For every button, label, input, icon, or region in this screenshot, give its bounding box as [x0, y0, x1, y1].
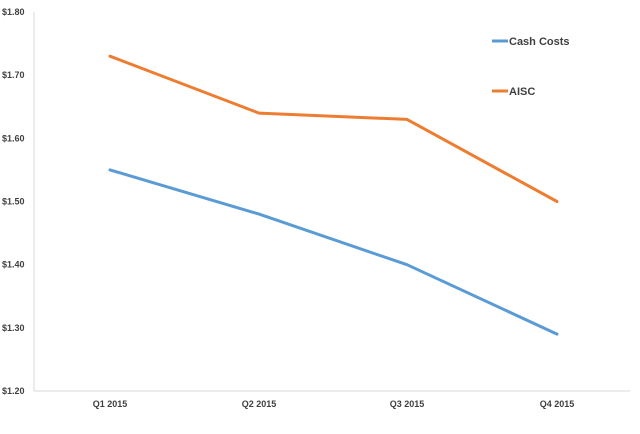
- series-line-cash-costs: [108, 168, 559, 336]
- legend-label: AISC: [509, 86, 535, 98]
- y-tick-label: $1.60: [2, 133, 25, 143]
- y-tick-label: $1.50: [2, 197, 25, 207]
- y-tick-label: $1.30: [2, 323, 25, 333]
- x-tick-label: Q3 2015: [390, 399, 425, 409]
- y-tick-label: $1.80: [2, 7, 25, 17]
- series-lines: [108, 54, 559, 336]
- axes: [33, 12, 630, 392]
- x-tick-label: Q1 2015: [93, 399, 128, 409]
- x-tick-labels: Q1 2015 Q2 2015 Q3 2015 Q4 2015: [93, 399, 575, 409]
- x-tick-label: Q2 2015: [242, 399, 277, 409]
- legend: Cash Costs AISC: [492, 36, 570, 98]
- legend-label: Cash Costs: [509, 36, 570, 48]
- x-tick-label: Q4 2015: [540, 399, 575, 409]
- y-tick-label: $1.70: [2, 70, 25, 80]
- y-tick-label: $1.20: [2, 386, 25, 396]
- series-line-aisc: [108, 54, 559, 203]
- y-tick-labels: $1.20 $1.30 $1.40 $1.50 $1.60 $1.70 $1.80: [2, 7, 25, 396]
- y-tick-label: $1.40: [2, 260, 25, 270]
